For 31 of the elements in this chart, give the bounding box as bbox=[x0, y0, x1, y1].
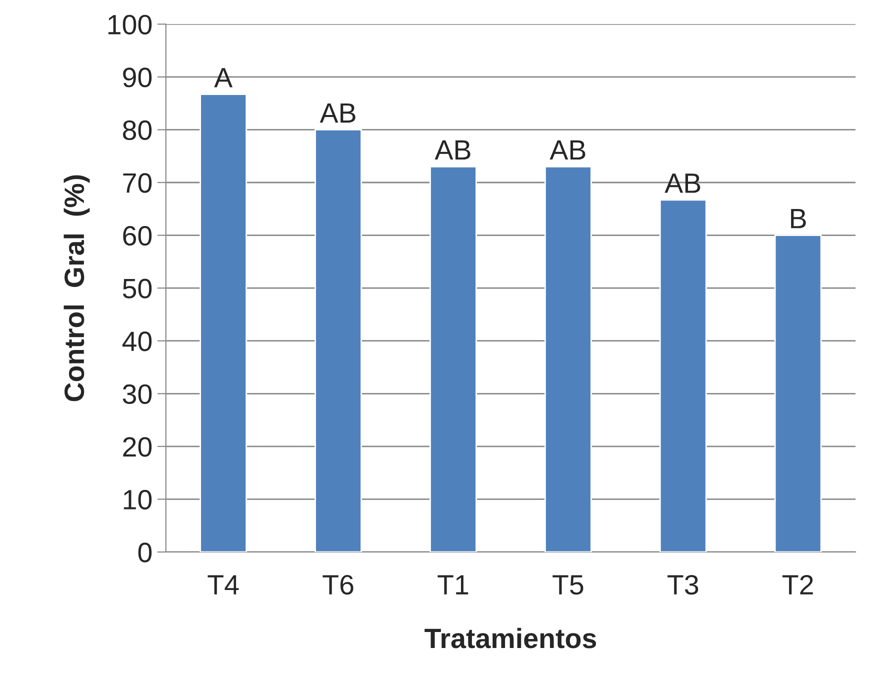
bar bbox=[200, 94, 248, 552]
bar bbox=[544, 166, 592, 552]
x-tick-label: T4 bbox=[208, 575, 239, 594]
bar bbox=[659, 199, 707, 552]
y-tick-label: 40 bbox=[122, 332, 152, 352]
y-tick-label: 20 bbox=[123, 437, 152, 457]
x-axis-title: Tratamientos bbox=[424, 628, 596, 648]
x-tick-label: T5 bbox=[552, 575, 584, 595]
data-label: AB bbox=[664, 174, 700, 193]
x-tick-label: T3 bbox=[668, 574, 698, 595]
y-tick-label: 30 bbox=[122, 384, 152, 404]
y-tick-label: 70 bbox=[123, 173, 152, 193]
y-tick-label: 60 bbox=[123, 226, 152, 246]
y-tick-label: 80 bbox=[122, 120, 152, 140]
data-label: B bbox=[791, 209, 806, 228]
y-tick-label: 100 bbox=[108, 14, 152, 34]
y-axis-title: Control Gral (%) bbox=[64, 175, 90, 402]
bar bbox=[430, 166, 477, 552]
y-tick-label: 10 bbox=[124, 490, 152, 510]
data-label: AB bbox=[320, 103, 356, 123]
y-tick-label: 0 bbox=[138, 542, 152, 562]
x-tick-label: T1 bbox=[438, 575, 468, 594]
x-tick-label: T6 bbox=[322, 574, 354, 595]
data-label: AB bbox=[550, 140, 586, 160]
data-label: AB bbox=[434, 140, 470, 160]
x-tick-label: T2 bbox=[782, 574, 813, 594]
bar bbox=[314, 129, 362, 552]
bar bbox=[774, 234, 822, 552]
data-label: A bbox=[214, 68, 233, 88]
y-tick-label: 50 bbox=[122, 278, 152, 298]
y-tick-label: 90 bbox=[123, 68, 152, 88]
